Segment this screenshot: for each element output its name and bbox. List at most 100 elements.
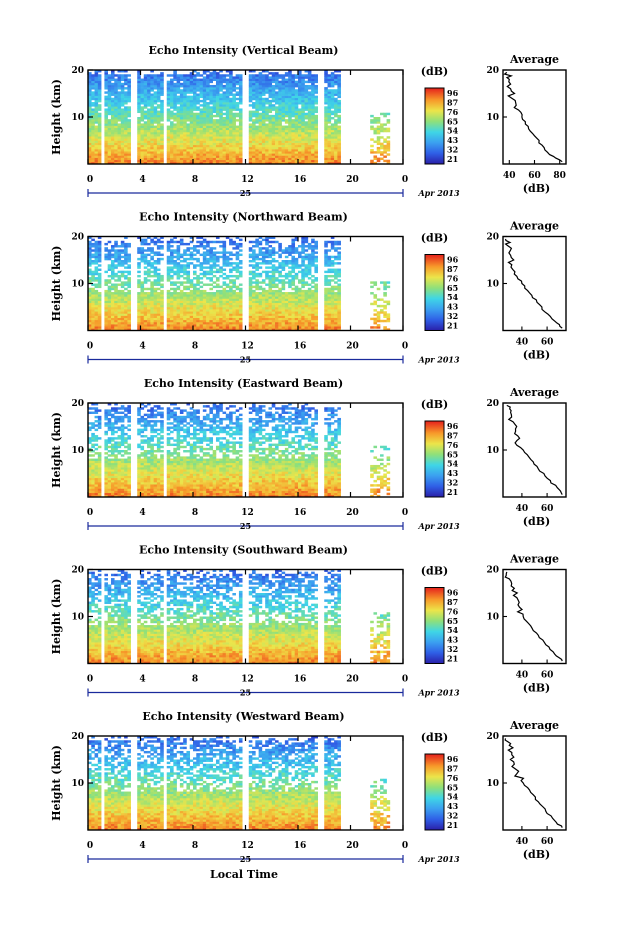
profile-frame [502, 235, 567, 332]
x-tick-label: 16 [294, 841, 307, 851]
profile-line [506, 404, 563, 495]
colorbar-tick-label: 76 [447, 273, 459, 283]
colorbar-tick-label: 87 [447, 430, 458, 440]
x-tick-label: 0 [87, 175, 93, 185]
colorbar-tick-label: 21 [447, 820, 458, 830]
colorbar-unit: (dB) [421, 232, 448, 245]
x-tick-label: 0 [87, 841, 93, 851]
month-label: Apr 2013 [417, 355, 460, 365]
month-label: Apr 2013 [417, 688, 460, 698]
x-tick-label: 20 [346, 342, 359, 352]
x-tick-label: 4 [139, 675, 145, 685]
y-axis-label: Height (km) [50, 246, 63, 322]
profile-x-tick-label: 60 [541, 837, 554, 847]
heatmap-field [88, 569, 391, 664]
profile-y-tick-label: 20 [486, 66, 499, 76]
date-label: 25 [240, 355, 251, 365]
y-axis-label: Height (km) [50, 79, 63, 155]
profile-x-tick-label: 80 [553, 171, 566, 181]
colorbar-tick-label: 54 [447, 126, 459, 136]
x-tick-label: 12 [241, 175, 254, 185]
profile-x-tick-label: 60 [541, 671, 554, 681]
colorbar-tick-label: 76 [447, 107, 459, 117]
x-tick-label: 20 [346, 175, 359, 185]
profile-y-tick-label: 10 [486, 779, 499, 789]
month-label: Apr 2013 [417, 854, 460, 864]
y-tick-label: 10 [71, 113, 84, 123]
profile-frame [502, 568, 567, 665]
colorbar-tick-label: 87 [447, 597, 458, 607]
x-tick-label: 12 [241, 841, 254, 851]
colorbar-tick-label: 96 [447, 88, 459, 98]
x-tick-label: 12 [241, 508, 254, 518]
profile-y-tick-label: 20 [486, 399, 499, 409]
y-axis-label: Height (km) [50, 579, 63, 655]
date-label: 25 [240, 188, 251, 198]
panel-2: Echo Intensity (Eastward Beam) 20 10 Height… [50, 377, 567, 531]
colorbar-tick-label: 32 [447, 145, 458, 155]
colorbar-tick-label: 32 [447, 644, 458, 654]
y-tick-label: 20 [71, 399, 84, 409]
colorbar-tick-label: 43 [447, 635, 459, 645]
x-tick-label: 0 [87, 342, 93, 352]
date-label: 25 [240, 521, 251, 531]
y-tick-label: 20 [71, 732, 84, 742]
colorbar-tick-label: 96 [447, 255, 459, 265]
x-tick-label: 4 [139, 175, 145, 185]
plot-frame [87, 235, 404, 332]
y-tick-label: 20 [71, 566, 84, 576]
profile-x-tick-label: 60 [541, 504, 554, 514]
profile-x-tick-label: 40 [516, 504, 529, 514]
y-axis-label: Height (km) [50, 745, 63, 821]
x-tick-label: 0 [402, 342, 408, 352]
colorbar-tick-label: 96 [447, 754, 459, 764]
y-tick-label: 10 [71, 446, 84, 456]
x-tick-label: 8 [192, 175, 198, 185]
profile-frame [502, 69, 567, 165]
colorbar-unit: (dB) [421, 398, 448, 411]
panel-1: Echo Intensity (Northward Beam) 20 10 Heigh… [50, 211, 567, 365]
profile-title: Average [509, 386, 559, 399]
chart-title: Echo Intensity (Westward Beam) [142, 710, 344, 723]
date-label: 25 [240, 854, 251, 864]
profile-frame [502, 402, 567, 498]
date-label: 25 [240, 688, 251, 698]
colorbar-tick-label: 21 [447, 321, 458, 331]
colorbar-tick-label: 54 [447, 292, 459, 302]
x-tick-label: 8 [192, 675, 198, 685]
profile-x-tick-label: 40 [516, 338, 529, 348]
profile-y-tick-label: 20 [486, 566, 499, 576]
profile-title: Average [509, 553, 559, 566]
chart-title: Echo Intensity (Southward Beam) [139, 544, 348, 557]
profile-frame [502, 735, 567, 831]
colorbar [424, 87, 445, 165]
month-label: Apr 2013 [417, 521, 460, 531]
x-tick-label: 0 [402, 675, 408, 685]
colorbar [424, 587, 445, 664]
x-tick-label: 16 [294, 342, 307, 352]
colorbar-tick-label: 32 [447, 311, 458, 321]
panel-4: Echo Intensity (Westward Beam) 20 10 Height… [50, 710, 567, 864]
x-tick-label: 12 [241, 342, 254, 352]
profile-x-tick-label: 60 [541, 338, 554, 348]
x-tick-label: 4 [139, 342, 145, 352]
x-tick-label: 4 [139, 841, 145, 851]
colorbar-unit: (dB) [421, 65, 448, 78]
x-tick-label: 20 [346, 841, 359, 851]
y-tick-label: 20 [71, 66, 84, 76]
profile-x-tick-label: 40 [516, 837, 529, 847]
colorbar-tick-label: 65 [447, 116, 458, 126]
profile-title: Average [509, 719, 559, 732]
x-tick-label: 16 [294, 175, 307, 185]
colorbar-tick-label: 32 [447, 478, 458, 488]
colorbar [424, 420, 445, 498]
colorbar-tick-label: 87 [447, 763, 458, 773]
profile-x-tick-label: 40 [503, 171, 516, 181]
colorbar-tick-label: 76 [447, 606, 459, 616]
x-tick-label: 12 [241, 675, 254, 685]
profile-x-label: (dB) [523, 515, 550, 528]
colorbar-tick-label: 65 [447, 283, 458, 293]
colorbar-tick-label: 21 [447, 654, 458, 664]
heatmap-field [88, 403, 391, 498]
colorbar-tick-label: 21 [447, 487, 458, 497]
